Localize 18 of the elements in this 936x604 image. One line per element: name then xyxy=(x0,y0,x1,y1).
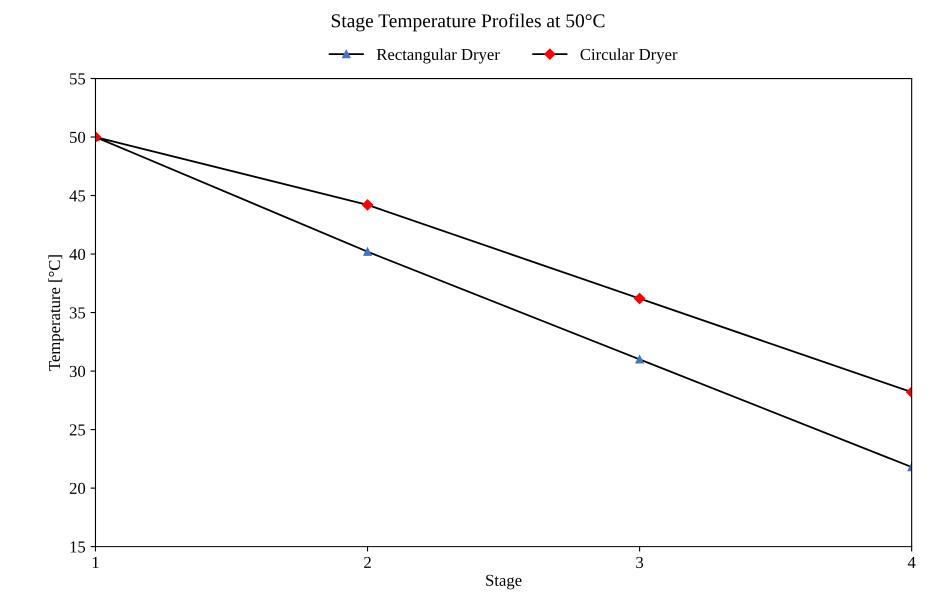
legend-label: Rectangular Dryer xyxy=(376,48,500,64)
x-tick-label: 1 xyxy=(92,556,99,568)
y-tick-label: 50 xyxy=(70,132,86,143)
y-axis-title: Temperature [°C] xyxy=(48,255,64,371)
y-tick-label: 35 xyxy=(70,307,86,319)
y-tick-label: 45 xyxy=(69,190,86,202)
x-tick-label: 4 xyxy=(908,556,916,568)
y-tick-label: 40 xyxy=(69,248,86,260)
chart-title: Stage Temperature Profiles at 50°C xyxy=(332,13,604,32)
y-tick-label: 20 xyxy=(70,482,86,494)
x-tick-label: 3 xyxy=(636,556,644,568)
y-tick-label: 15 xyxy=(70,541,86,553)
legend-label: Circular Dryer xyxy=(580,48,678,64)
y-tick-label: 30 xyxy=(70,366,86,378)
x-tick-label: 2 xyxy=(364,556,371,568)
y-tick-label: 55 xyxy=(70,73,86,84)
x-axis-title: Stage xyxy=(486,574,522,590)
y-tick-label: 25 xyxy=(70,424,86,436)
